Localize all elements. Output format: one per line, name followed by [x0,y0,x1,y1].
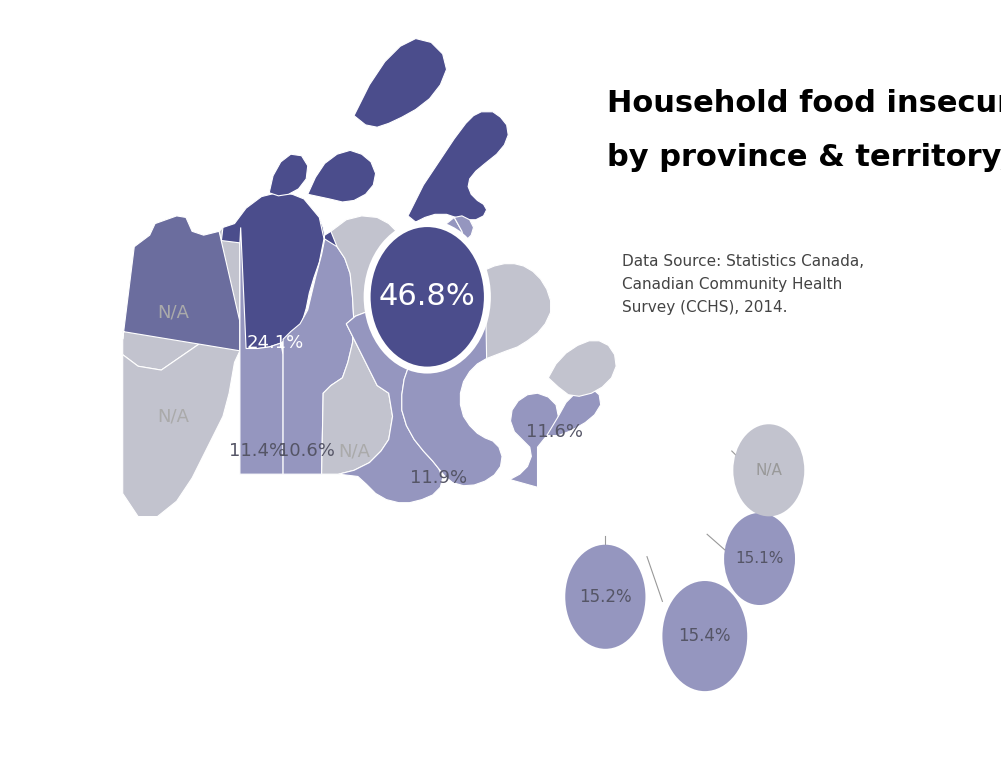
Text: 15.1%: 15.1% [736,551,784,567]
Text: 10.6%: 10.6% [277,442,334,460]
Text: 11.6%: 11.6% [526,423,583,441]
Text: by province & territory, 2014: by province & territory, 2014 [607,143,1001,172]
Polygon shape [269,154,307,196]
Text: Data Source: Statistics Canada,
Canadian Community Health
Survey (CCHS), 2014.: Data Source: Statistics Canada, Canadian… [623,254,865,315]
Polygon shape [123,193,324,351]
Polygon shape [401,216,551,486]
Polygon shape [549,341,617,396]
Ellipse shape [367,224,487,370]
Polygon shape [123,227,240,517]
Text: 15.2%: 15.2% [579,588,632,606]
Text: N/A: N/A [157,407,189,426]
Polygon shape [354,39,446,127]
Text: 24.1%: 24.1% [246,334,304,352]
Text: 11.4%: 11.4% [229,442,286,460]
Polygon shape [240,227,283,474]
Ellipse shape [566,544,646,649]
Polygon shape [338,217,465,503]
Polygon shape [408,112,509,222]
Polygon shape [485,264,551,359]
Ellipse shape [663,581,747,691]
Text: N/A: N/A [338,442,370,460]
Text: 46.8%: 46.8% [379,282,475,311]
Polygon shape [559,374,587,395]
Text: 15.4%: 15.4% [679,627,731,645]
Ellipse shape [724,513,795,605]
Text: N/A: N/A [756,463,782,478]
Polygon shape [123,216,221,370]
Polygon shape [321,216,400,474]
Polygon shape [283,239,354,474]
Polygon shape [307,150,375,202]
Text: 11.9%: 11.9% [410,469,467,487]
Ellipse shape [734,424,804,517]
Polygon shape [547,389,601,436]
Polygon shape [221,193,473,379]
Text: Household food insecurity: Household food insecurity [607,89,1001,118]
Text: N/A: N/A [157,303,189,322]
Polygon shape [510,393,559,487]
